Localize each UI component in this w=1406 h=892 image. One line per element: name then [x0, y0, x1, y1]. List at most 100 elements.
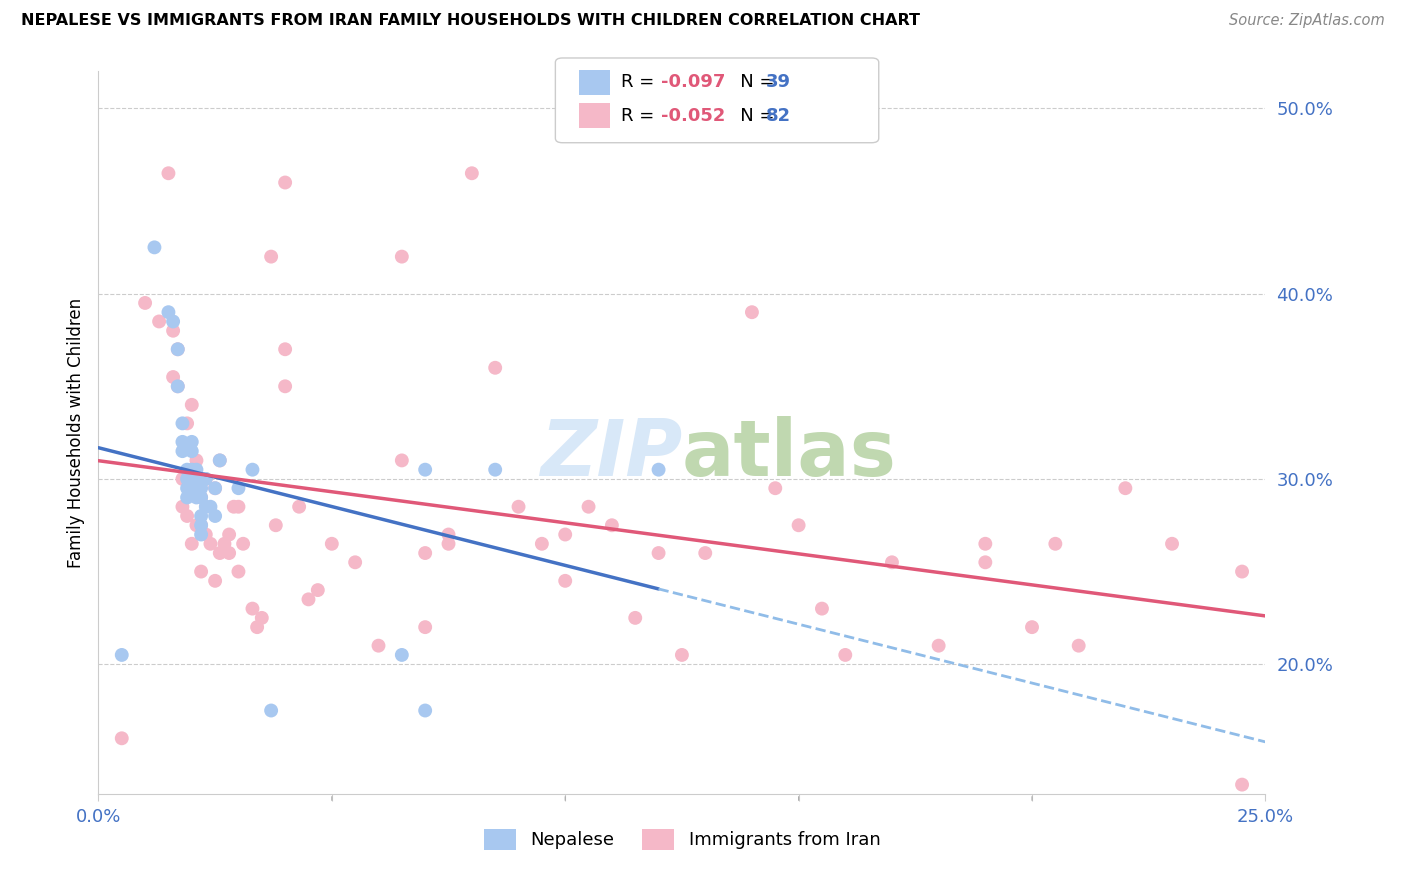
Point: [172, 472, 194, 486]
Point: [554, 574, 576, 588]
Point: [260, 250, 283, 264]
Point: [391, 453, 413, 467]
Point: [880, 555, 903, 569]
Point: [232, 537, 254, 551]
Point: [190, 481, 212, 495]
Point: [190, 527, 212, 541]
Point: [143, 240, 166, 254]
Point: [180, 444, 202, 458]
Point: [172, 417, 194, 431]
Text: 82: 82: [766, 107, 792, 125]
Point: [172, 444, 194, 458]
Point: [176, 417, 198, 431]
Point: [250, 611, 273, 625]
Point: [176, 472, 198, 486]
Point: [190, 491, 212, 505]
Point: [111, 648, 134, 662]
Point: [1161, 537, 1184, 551]
Point: [578, 500, 600, 514]
Point: [297, 592, 319, 607]
Point: [413, 546, 436, 560]
Point: [413, 704, 436, 718]
Point: [180, 463, 202, 477]
Point: [928, 639, 950, 653]
Point: [111, 731, 134, 746]
Point: [218, 546, 240, 560]
Point: [214, 537, 236, 551]
Point: [228, 481, 250, 495]
Point: [166, 343, 188, 357]
Point: [194, 527, 217, 541]
Text: -0.097: -0.097: [661, 73, 725, 91]
Point: [413, 620, 436, 634]
Point: [208, 546, 231, 560]
Point: [190, 508, 212, 523]
Point: [172, 500, 194, 514]
Text: NEPALESE VS IMMIGRANTS FROM IRAN FAMILY HOUSEHOLDS WITH CHILDREN CORRELATION CHA: NEPALESE VS IMMIGRANTS FROM IRAN FAMILY …: [21, 13, 920, 29]
Point: [194, 500, 217, 514]
Point: [180, 481, 202, 495]
Point: [218, 527, 240, 541]
Point: [288, 500, 311, 514]
Point: [260, 704, 283, 718]
Point: [530, 537, 553, 551]
Point: [834, 648, 856, 662]
Point: [194, 472, 217, 486]
Y-axis label: Family Households with Children: Family Households with Children: [66, 298, 84, 567]
Point: [974, 555, 997, 569]
Text: R =: R =: [621, 107, 661, 125]
Point: [180, 434, 202, 449]
Point: [180, 481, 202, 495]
Point: [222, 500, 245, 514]
Point: [671, 648, 693, 662]
Point: [484, 360, 506, 375]
Point: [176, 481, 198, 495]
Point: [186, 518, 208, 533]
Point: [274, 176, 297, 190]
Point: [204, 481, 226, 495]
Point: [367, 639, 389, 653]
Point: [413, 463, 436, 477]
Text: N =: N =: [723, 107, 780, 125]
Point: [600, 518, 623, 533]
Point: [186, 453, 208, 467]
Point: [391, 250, 413, 264]
Point: [172, 434, 194, 449]
Point: [157, 166, 180, 180]
Point: [162, 324, 184, 338]
Point: [1114, 481, 1136, 495]
Point: [204, 481, 226, 495]
Point: [228, 500, 250, 514]
Point: [204, 508, 226, 523]
Point: [166, 379, 188, 393]
Text: ZIP: ZIP: [540, 417, 682, 492]
Text: 39: 39: [766, 73, 792, 91]
Point: [624, 611, 647, 625]
Point: [166, 343, 188, 357]
Point: [180, 537, 202, 551]
Point: [554, 527, 576, 541]
Point: [695, 546, 717, 560]
Point: [134, 296, 156, 310]
Point: [176, 463, 198, 477]
Point: [190, 491, 212, 505]
Point: [166, 379, 188, 393]
Text: Source: ZipAtlas.com: Source: ZipAtlas.com: [1229, 13, 1385, 29]
Point: [811, 601, 834, 615]
Point: [157, 305, 180, 319]
Point: [190, 518, 212, 533]
Point: [208, 453, 231, 467]
Point: [787, 518, 810, 533]
Legend: Nepalese, Immigrants from Iran: Nepalese, Immigrants from Iran: [477, 822, 887, 857]
Point: [274, 343, 297, 357]
Point: [190, 518, 212, 533]
Point: [437, 527, 460, 541]
Point: [186, 491, 208, 505]
Point: [186, 463, 208, 477]
Text: -0.052: -0.052: [661, 107, 725, 125]
Point: [162, 370, 184, 384]
Text: R =: R =: [621, 73, 661, 91]
Point: [508, 500, 530, 514]
Point: [1230, 778, 1253, 792]
Point: [647, 463, 669, 477]
